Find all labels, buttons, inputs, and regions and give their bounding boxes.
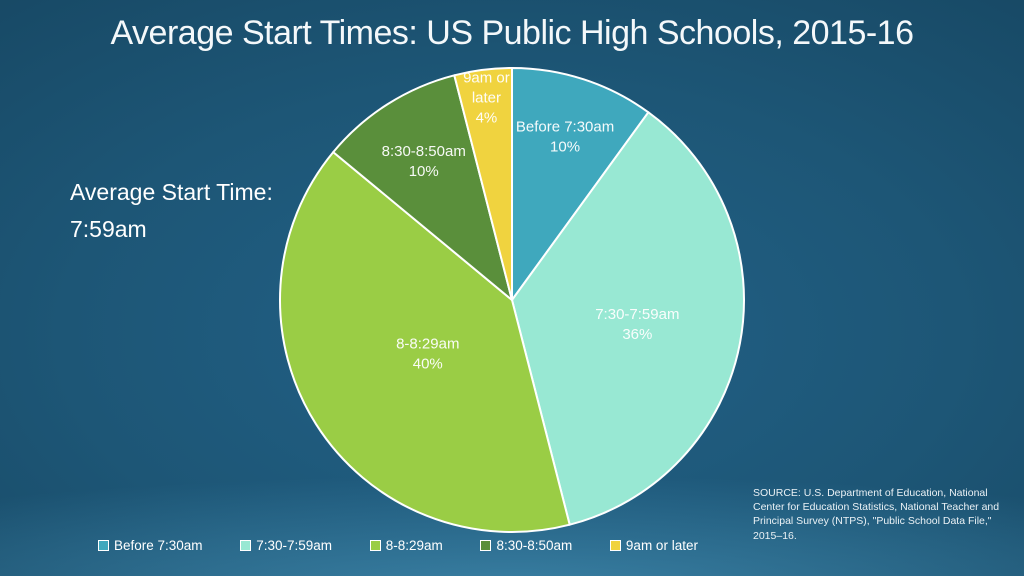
source-note: SOURCE: U.S. Department of Education, Na… [753,487,1000,542]
annotation-line-1: Average Start Time: [70,179,273,205]
legend-label: 8:30-8:50am [496,538,573,553]
pie-slice-label: 7:30-7:59am 36% [595,306,679,343]
chart-title: Average Start Times: US Public High Scho… [110,14,914,52]
legend-swatch [480,540,492,551]
annotation-line-2: 7:59am [70,216,147,242]
legend-item-before-7-30am: Before 7:30am [98,538,203,553]
legend-swatch [98,540,109,551]
pie-slice-label: 8-8:29am 40% [396,335,459,372]
legend-label: 8-8:29am [385,538,443,553]
pie-slice-before-7-30am [511,67,650,301]
legend-swatch [240,540,252,551]
pie-slice-8-30-8-50am [332,74,513,301]
legend-item-8-8-29am: 8-8:29am [369,538,443,553]
legend-item-9am-or-later: 9am or later [609,538,698,553]
pie-slice-label: 8:30-8:50am 10% [382,143,466,180]
legend-label: Before 7:30am [114,538,203,553]
legend-item-8-30-8-50am: 8:30-8:50am [480,538,572,553]
pie-slice-label: Before 7:30am 10% [516,119,614,156]
legend: Before 7:30am 7:30-7:59am 8-8:29am 8:30-8:5… [98,538,698,553]
pie-slice-8-8-29am [279,151,571,533]
legend-label: 9am or later [625,538,698,553]
average-start-time-annotation: Average Start Time: 7:59am [70,174,273,248]
legend-item-7-30-7-59am: 7:30-7:59am [240,538,332,553]
legend-label: 7:30-7:59am [256,538,333,553]
legend-swatch [609,540,621,551]
pie-slice-label: 9am or later 4% [463,69,510,126]
legend-swatch [369,540,381,551]
pie-slice-9am-or-later [453,67,513,301]
pie-slice-7-30-7-59am [511,111,745,526]
